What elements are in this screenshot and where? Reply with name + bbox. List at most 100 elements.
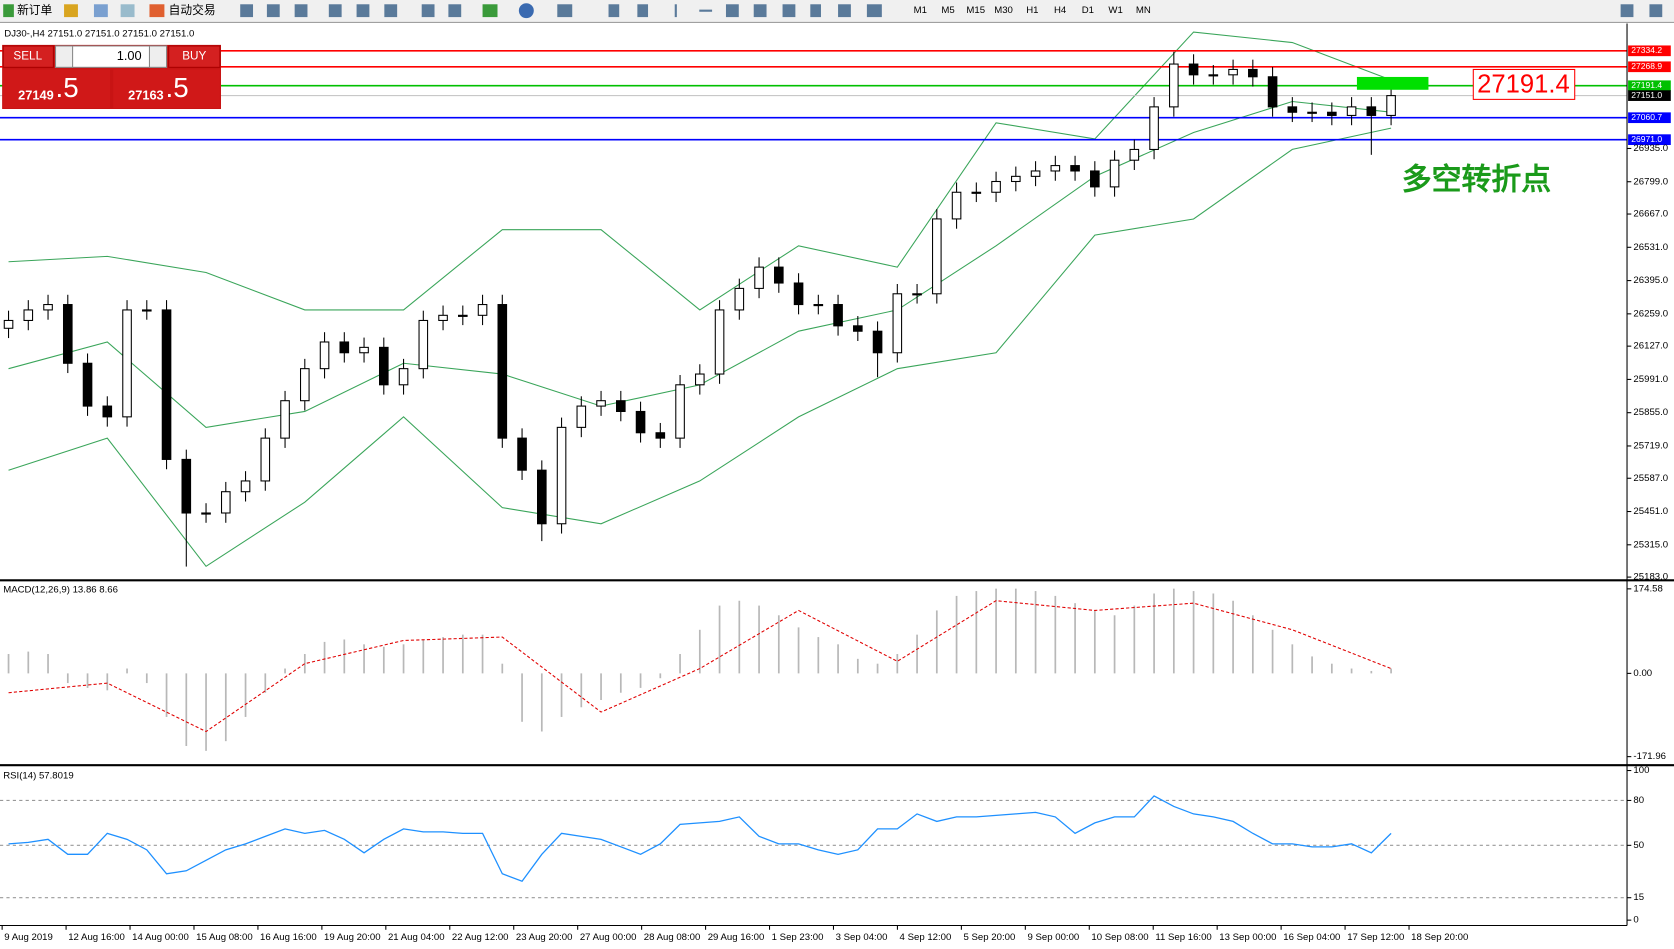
toolbar-icon[interactable] (725, 4, 739, 18)
timeframe-button[interactable]: W1 (1108, 5, 1122, 16)
time-label: 18 Sep 20:00 (1411, 932, 1468, 943)
timeframe-button[interactable]: M5 (941, 5, 954, 16)
candle-body (1109, 159, 1120, 188)
macd-bar (244, 673, 247, 717)
macd-bar (1271, 629, 1274, 674)
rsi-label: RSI(14) 57.8019 (3, 770, 73, 781)
macd-bar (1370, 670, 1373, 674)
y-tick-label: 25315.0 (1633, 539, 1668, 550)
timeframe-button[interactable]: M1 (914, 5, 927, 16)
sell-price-box[interactable] (3, 69, 110, 108)
toolbar-icon[interactable] (64, 4, 78, 18)
lot-down[interactable] (54, 45, 74, 68)
toolbar-icon[interactable] (356, 4, 370, 18)
price-level-tag (1628, 112, 1671, 124)
macd-bar (1291, 644, 1294, 674)
macd-bar (145, 673, 148, 684)
price-level-label: 27191.4 (1631, 80, 1662, 90)
macd-bar (66, 673, 69, 684)
price-level-tag (1628, 61, 1671, 73)
toolbar-icon[interactable] (674, 4, 677, 18)
buy-price-box[interactable] (113, 69, 220, 108)
new-order-button[interactable]: 新订单 (17, 3, 52, 17)
candle-body (754, 266, 764, 289)
toolbar-icon[interactable] (482, 4, 498, 18)
macd-bar (343, 639, 346, 674)
toolbar-icon[interactable] (637, 4, 649, 18)
candle-body (477, 304, 488, 316)
toolbar-icon[interactable] (782, 4, 796, 18)
toolbar-icon[interactable] (294, 4, 308, 18)
auto-trade-icon[interactable] (149, 4, 165, 18)
candle-body (122, 309, 132, 418)
time-label: 29 Aug 16:00 (708, 932, 765, 943)
toolbar-icon[interactable] (266, 4, 280, 18)
timeframe-button[interactable]: D1 (1082, 5, 1094, 16)
toolbar-icon[interactable] (866, 4, 882, 18)
candle-body (378, 346, 389, 386)
toolbar-icon[interactable] (240, 4, 254, 18)
time-label: 9 Sep 00:00 (1027, 932, 1079, 943)
price-callout-box (1472, 68, 1576, 100)
toolbar-icon[interactable] (518, 3, 534, 19)
time-label: 1 Sep 23:00 (772, 932, 824, 943)
time-label: 9 Aug 2019 (4, 932, 53, 943)
toolbar-icon[interactable] (1620, 4, 1634, 18)
candle-body (299, 368, 310, 402)
toolbar-icon[interactable] (699, 9, 713, 12)
y-tick-label: 26127.0 (1633, 341, 1668, 352)
toolbar-icon[interactable] (448, 4, 462, 18)
toolbar-icon[interactable] (608, 4, 620, 18)
auto-trade-button[interactable]: 自动交易 (169, 3, 216, 17)
macd-bar (1153, 593, 1155, 674)
macd-bar (185, 673, 188, 747)
toolbar-icon[interactable] (384, 4, 398, 18)
buy-label[interactable]: BUY (182, 50, 206, 63)
macd-bar (205, 673, 207, 751)
toolbar-icon[interactable] (328, 4, 342, 18)
lot-up[interactable] (148, 45, 168, 68)
time-label: 14 Aug 00:00 (132, 932, 189, 943)
candle-body (951, 191, 962, 220)
sell-button[interactable] (2, 45, 54, 68)
toolbar-icon[interactable] (753, 4, 767, 18)
candle-body (23, 309, 34, 321)
macd-bar (698, 629, 701, 674)
candle-body (1188, 63, 1199, 76)
buy-button[interactable] (168, 45, 221, 68)
timeframe-button[interactable]: H1 (1026, 5, 1038, 16)
y-tick-label: 26259.0 (1633, 308, 1668, 319)
toolbar-icon[interactable] (93, 4, 108, 18)
macd-bar (916, 634, 918, 674)
candle-body (1346, 106, 1357, 116)
timeframe-button[interactable]: H4 (1054, 5, 1067, 16)
macd-bar (1390, 668, 1392, 674)
toolbar-icon[interactable] (120, 4, 135, 18)
macd-bar (422, 639, 425, 674)
trade-panel: SELL 1.00 BUY 27149 .5 27163 .5 (2, 44, 221, 110)
toolbar-icon[interactable] (1649, 4, 1663, 18)
y-tick-label: 25587.0 (1633, 473, 1668, 484)
macd-bar (382, 646, 385, 674)
candle-body (1307, 111, 1317, 114)
candle-body (774, 266, 784, 284)
new-order-icon[interactable] (3, 4, 14, 18)
rsi-tick-label: 50 (1633, 840, 1644, 851)
toolbar-icon[interactable] (421, 4, 435, 18)
toolbar-icon[interactable] (838, 4, 851, 18)
timeframe-button[interactable]: M15 (966, 5, 985, 16)
timeframe-button[interactable]: M30 (994, 5, 1013, 16)
price-plot: 27334.227268.927191.427151.027060.726971… (0, 31, 1671, 568)
y-tick-label: 25991.0 (1633, 374, 1668, 385)
candle-body (556, 426, 567, 525)
macd-bar (1212, 593, 1215, 674)
sell-label[interactable]: SELL (13, 50, 42, 63)
macd-bar (975, 591, 978, 674)
candle-body (201, 512, 211, 515)
timeframe-button[interactable]: MN (1136, 5, 1151, 16)
candle-body (971, 191, 982, 194)
lot-value[interactable]: 1.00 (117, 48, 142, 63)
macd-bar (521, 673, 523, 722)
toolbar-icon[interactable] (810, 4, 821, 18)
toolbar-icon[interactable] (557, 4, 573, 18)
